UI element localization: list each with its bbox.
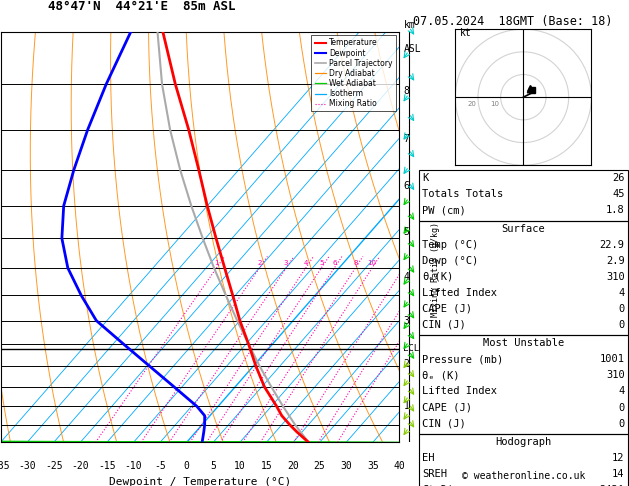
Text: -10: -10 [125,461,142,471]
Text: 8: 8 [353,260,358,266]
Text: km: km [403,19,415,30]
Text: θₑ (K): θₑ (K) [422,370,460,381]
Text: Temp (°C): Temp (°C) [422,240,478,250]
Text: Pressure (mb): Pressure (mb) [422,354,503,364]
Text: CIN (J): CIN (J) [422,418,466,429]
Text: 0: 0 [618,418,625,429]
Text: 07.05.2024  18GMT (Base: 18): 07.05.2024 18GMT (Base: 18) [413,15,612,28]
Text: Dewp (°C): Dewp (°C) [422,256,478,266]
Text: 310: 310 [606,272,625,282]
Text: 20: 20 [468,101,477,106]
Text: 48°47'N  44°21'E  85m ASL: 48°47'N 44°21'E 85m ASL [48,0,236,13]
Text: CAPE (J): CAPE (J) [422,402,472,413]
Text: 2: 2 [257,260,262,266]
Text: 4: 4 [403,272,409,282]
Text: Mixing Ratio (g/kg): Mixing Ratio (g/kg) [431,222,440,317]
Text: 0: 0 [184,461,190,471]
Text: 7: 7 [403,134,409,144]
Text: 5: 5 [210,461,216,471]
Text: 1.8: 1.8 [606,205,625,215]
Text: 6: 6 [332,260,337,266]
Text: Hodograph: Hodograph [495,437,552,447]
Text: 30: 30 [340,461,352,471]
Text: PW (cm): PW (cm) [422,205,466,215]
Text: -25: -25 [45,461,63,471]
Text: 0: 0 [618,304,625,314]
Text: 10: 10 [234,461,246,471]
Text: 0: 0 [618,320,625,330]
Text: © weatheronline.co.uk: © weatheronline.co.uk [462,471,585,481]
Text: 3: 3 [284,260,288,266]
Text: 2: 2 [403,359,409,369]
Text: 35: 35 [367,461,379,471]
Text: 5: 5 [403,227,409,237]
Text: -20: -20 [72,461,89,471]
Text: LCL: LCL [403,344,420,353]
Text: kt: kt [460,28,472,38]
Text: 1001: 1001 [599,354,625,364]
Text: Surface: Surface [501,224,545,234]
Text: 0: 0 [618,402,625,413]
Text: Most Unstable: Most Unstable [482,338,564,348]
Text: 10: 10 [491,101,499,106]
Text: 15: 15 [260,461,272,471]
Text: -5: -5 [154,461,166,471]
Text: 4: 4 [618,386,625,397]
Text: 310: 310 [606,370,625,381]
Text: 14: 14 [612,469,625,479]
Text: θₑ(K): θₑ(K) [422,272,454,282]
Text: 22.9: 22.9 [599,240,625,250]
Text: -35: -35 [0,461,9,471]
Text: K: K [422,173,428,183]
Text: 10: 10 [367,260,377,266]
Text: 2.9: 2.9 [606,256,625,266]
Text: 8: 8 [403,86,409,96]
Text: 12: 12 [612,453,625,463]
Text: CIN (J): CIN (J) [422,320,466,330]
Text: 1: 1 [214,260,219,266]
Text: ASL: ASL [403,44,421,54]
Text: 5: 5 [319,260,323,266]
Text: 3: 3 [403,316,409,326]
Text: 45: 45 [612,189,625,199]
Text: 4: 4 [618,288,625,298]
Text: 243°: 243° [599,485,625,486]
Text: Dewpoint / Temperature (°C): Dewpoint / Temperature (°C) [109,477,291,486]
Text: 1: 1 [403,401,409,411]
Text: 26: 26 [612,173,625,183]
Text: -30: -30 [18,461,36,471]
Text: StmDir: StmDir [422,485,460,486]
Text: Totals Totals: Totals Totals [422,189,503,199]
Text: Lifted Index: Lifted Index [422,288,497,298]
Legend: Temperature, Dewpoint, Parcel Trajectory, Dry Adiabat, Wet Adiabat, Isotherm, Mi: Temperature, Dewpoint, Parcel Trajectory… [311,35,396,111]
Text: 4: 4 [304,260,308,266]
Text: 20: 20 [287,461,299,471]
Text: Lifted Index: Lifted Index [422,386,497,397]
Text: EH: EH [422,453,435,463]
Text: CAPE (J): CAPE (J) [422,304,472,314]
Text: 40: 40 [394,461,405,471]
Text: 25: 25 [314,461,326,471]
Text: 6: 6 [403,181,409,191]
Text: SREH: SREH [422,469,447,479]
Text: -15: -15 [98,461,116,471]
